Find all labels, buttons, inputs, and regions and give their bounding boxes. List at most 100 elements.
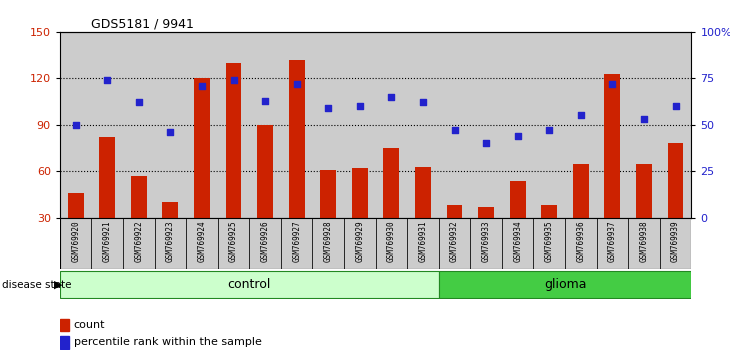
Bar <box>375 218 407 269</box>
Point <box>101 78 113 83</box>
Bar <box>534 32 565 218</box>
Bar <box>478 207 494 218</box>
Bar <box>344 32 375 218</box>
Bar <box>99 137 115 218</box>
Bar <box>565 32 596 218</box>
Text: GSM769923: GSM769923 <box>166 220 175 262</box>
Bar <box>375 32 407 218</box>
Bar <box>439 32 470 218</box>
Bar <box>660 32 691 218</box>
Bar <box>502 218 534 269</box>
Bar <box>383 148 399 218</box>
Text: GSM769932: GSM769932 <box>450 220 459 262</box>
Bar <box>407 32 439 218</box>
Bar <box>542 205 557 218</box>
Point <box>669 103 681 109</box>
Bar <box>628 218 660 269</box>
Point <box>543 127 555 133</box>
Text: ▶: ▶ <box>54 280 63 290</box>
Bar <box>510 181 526 218</box>
Point <box>638 116 650 122</box>
Text: GSM769921: GSM769921 <box>103 220 112 262</box>
Text: percentile rank within the sample: percentile rank within the sample <box>74 337 261 347</box>
Bar <box>407 218 439 269</box>
Bar <box>257 125 273 218</box>
Bar <box>226 63 242 218</box>
Point <box>607 81 618 87</box>
Point <box>417 100 429 105</box>
Point <box>196 83 208 88</box>
Text: control: control <box>228 278 271 291</box>
Bar <box>186 32 218 218</box>
Text: GSM769922: GSM769922 <box>134 220 143 262</box>
Bar <box>596 32 628 218</box>
Text: GSM769929: GSM769929 <box>356 220 364 262</box>
Bar <box>312 32 344 218</box>
Bar <box>60 32 91 218</box>
Text: GSM769939: GSM769939 <box>671 220 680 262</box>
Bar <box>352 168 368 218</box>
Bar <box>249 218 281 269</box>
Bar <box>123 32 155 218</box>
Bar <box>502 32 534 218</box>
Bar <box>218 32 249 218</box>
Bar <box>60 270 439 298</box>
Bar <box>123 218 155 269</box>
Bar <box>439 218 470 269</box>
Point <box>449 127 461 133</box>
Point <box>133 100 145 105</box>
Bar <box>155 32 186 218</box>
Bar <box>289 60 304 218</box>
Bar <box>415 167 431 218</box>
Bar <box>60 319 69 331</box>
Point <box>512 133 523 139</box>
Text: GSM769934: GSM769934 <box>513 220 522 262</box>
Text: GDS5181 / 9941: GDS5181 / 9941 <box>91 18 194 31</box>
Bar <box>470 32 502 218</box>
Bar <box>604 74 620 218</box>
Point <box>354 103 366 109</box>
Bar <box>447 205 462 218</box>
Bar <box>470 218 502 269</box>
Text: GSM769920: GSM769920 <box>71 220 80 262</box>
Text: GSM769926: GSM769926 <box>261 220 269 262</box>
Bar <box>596 218 628 269</box>
Bar <box>249 32 281 218</box>
Bar <box>163 202 178 218</box>
Point <box>480 141 492 146</box>
Point <box>164 130 176 135</box>
Bar <box>60 336 69 349</box>
Point <box>259 98 271 103</box>
Bar <box>565 218 596 269</box>
Bar <box>194 78 210 218</box>
Bar <box>628 32 660 218</box>
Bar <box>155 218 186 269</box>
Text: GSM769933: GSM769933 <box>482 220 491 262</box>
Bar <box>91 218 123 269</box>
Bar <box>312 218 344 269</box>
Text: GSM769935: GSM769935 <box>545 220 554 262</box>
Text: GSM769938: GSM769938 <box>639 220 648 262</box>
Bar <box>320 170 336 218</box>
Text: GSM769928: GSM769928 <box>323 220 333 262</box>
Point <box>228 78 239 83</box>
Text: GSM769937: GSM769937 <box>608 220 617 262</box>
Bar <box>60 218 91 269</box>
Bar <box>668 143 683 218</box>
Bar <box>636 164 652 218</box>
Bar <box>281 32 312 218</box>
Bar <box>534 218 565 269</box>
Text: GSM769925: GSM769925 <box>229 220 238 262</box>
Bar <box>91 32 123 218</box>
Point <box>575 113 587 118</box>
Text: disease state: disease state <box>2 280 72 290</box>
Bar <box>218 218 249 269</box>
Bar <box>439 270 691 298</box>
Text: count: count <box>74 320 105 330</box>
Text: GSM769936: GSM769936 <box>576 220 585 262</box>
Bar <box>344 218 375 269</box>
Point <box>70 122 82 128</box>
Bar <box>573 164 588 218</box>
Point <box>291 81 302 87</box>
Text: GSM769931: GSM769931 <box>418 220 428 262</box>
